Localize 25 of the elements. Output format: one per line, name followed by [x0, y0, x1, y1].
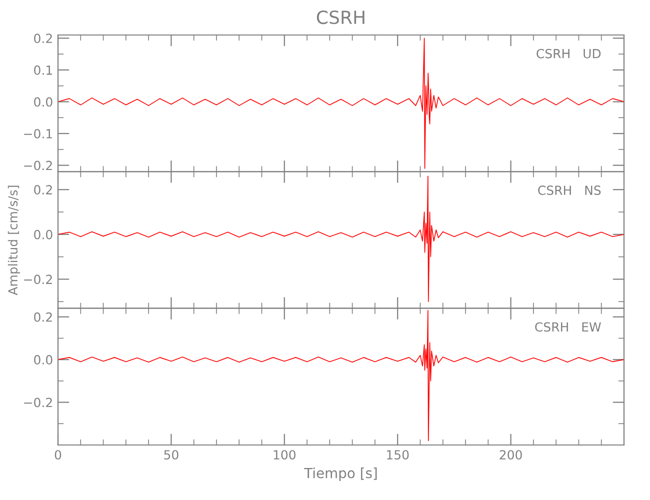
x-axis-title: Tiempo [s] — [304, 468, 377, 481]
y-tick-label: −0.1 — [24, 129, 52, 138]
x-tick-label: 50 — [164, 450, 178, 460]
y-tick-label: 0.2 — [34, 185, 52, 195]
y-tick-label: 0.0 — [34, 355, 52, 365]
y-tick-label: 0.0 — [34, 230, 52, 240]
x-tick-label: 150 — [387, 450, 409, 460]
y-axis-title: Amplitud [cm/s/s] — [8, 186, 20, 296]
annotation: CSRH EW — [535, 322, 601, 332]
line-series — [58, 310, 624, 442]
line-series — [58, 176, 624, 302]
chart-title: CSRH — [316, 10, 364, 24]
y-tick-label: 0.2 — [34, 34, 52, 44]
x-tick-label: 0 — [54, 450, 62, 460]
y-tick-label: 0.0 — [34, 97, 52, 107]
y-tick-label: −0.2 — [24, 398, 52, 408]
line-series — [58, 38, 624, 169]
y-tick-label: 0.2 — [34, 312, 52, 322]
annotation: CSRH NS — [538, 186, 601, 196]
y-tick-label: 0.1 — [34, 65, 52, 75]
annotation: CSRH UD — [536, 48, 601, 58]
y-tick-label: −0.2 — [24, 274, 52, 284]
x-tick-label: 200 — [500, 450, 522, 460]
y-tick-label: −0.2 — [24, 160, 52, 170]
x-tick-label: 100 — [274, 450, 296, 460]
